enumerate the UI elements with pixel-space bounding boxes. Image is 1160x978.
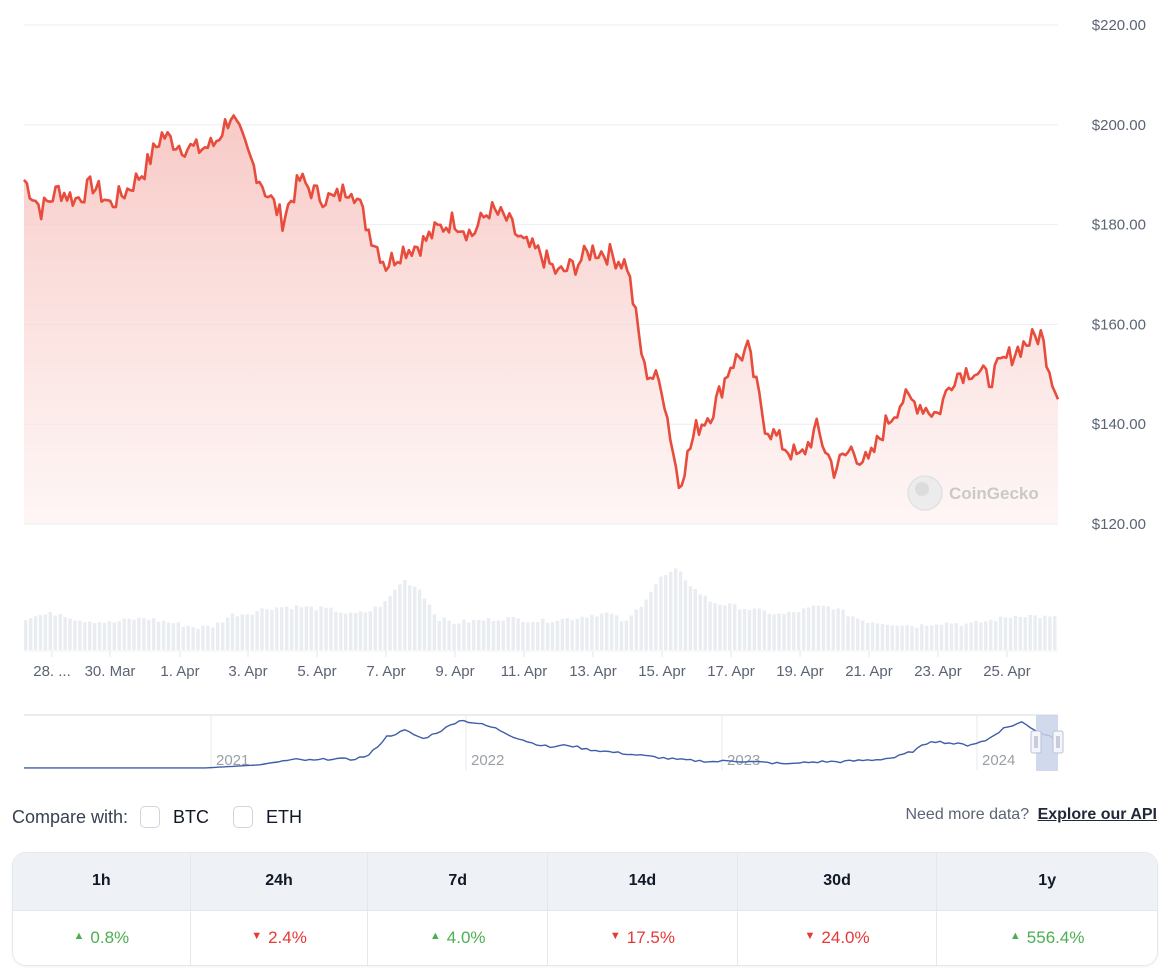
svg-text:$200.00: $200.00 (1092, 117, 1146, 134)
svg-text:25. Apr: 25. Apr (983, 663, 1031, 680)
eth-checkbox[interactable] (233, 806, 254, 828)
svg-text:$160.00: $160.00 (1092, 316, 1146, 333)
header-1h: 1h (13, 853, 191, 910)
value-24h: ▼ 2.4% (191, 910, 369, 965)
header-14d: 14d (548, 853, 738, 910)
eth-label[interactable]: ETH (266, 806, 303, 827)
svg-text:3. Apr: 3. Apr (228, 663, 267, 680)
btc-checkbox[interactable] (140, 806, 161, 828)
y-axis-labels: $220.00 $200.00 $180.00 $160.00 $140.00 $120.… (1092, 17, 1146, 533)
api-prompt: Need more data? Explore our API (905, 806, 1157, 824)
svg-text:5. Apr: 5. Apr (297, 663, 336, 680)
value-30d: ▼ 24.0% (738, 910, 938, 965)
navigator-year-gridlines: 2021 2022 2023 2024 (210, 715, 1015, 770)
compare-label: Compare with: (12, 806, 129, 827)
price-chart-svg[interactable]: $220.00 $200.00 $180.00 $160.00 $140.00 $120.… (0, 0, 1160, 790)
caret-up-icon: ▲ (73, 929, 85, 942)
caret-down-icon: ▼ (251, 929, 263, 942)
navigator-line (24, 719, 1059, 769)
value-1y: ▲ 556.4% (1009, 927, 1085, 947)
svg-text:2021: 2021 (216, 752, 249, 769)
caret-down-icon: ▼ (804, 929, 816, 942)
svg-text:9. Apr: 9. Apr (435, 663, 474, 680)
api-prompt-text: Need more data? (905, 806, 1030, 823)
coingecko-watermark: CoinGecko (907, 475, 1039, 511)
svg-text:13. Apr: 13. Apr (569, 663, 617, 680)
price-line[interactable] (23, 114, 1060, 490)
price-change-table: 1h 24h 7d 14d 30d 1y ▲ 0.8% ▼ 2.4% ▲ 4.0% ▼… (12, 852, 1158, 966)
svg-text:17. Apr: 17. Apr (707, 663, 755, 680)
volume-bars (24, 568, 1057, 650)
svg-text:28. ...: 28. ... (33, 663, 71, 680)
value-7d: ▲ 4.0% (368, 910, 549, 965)
navigator-left-handle[interactable] (1030, 730, 1042, 754)
header-30d: 30d (738, 853, 938, 910)
price-change-value-row: ▲ 0.8% ▼ 2.4% ▲ 4.0% ▼ 17.5% ▼ 24.0% ▲ 556.4% (13, 909, 1157, 965)
svg-text:21. Apr: 21. Apr (845, 663, 893, 680)
caret-up-icon: ▲ (429, 929, 441, 942)
svg-text:11. Apr: 11. Apr (501, 663, 547, 680)
svg-text:1. Apr: 1. Apr (160, 663, 199, 680)
svg-text:$140.00: $140.00 (1092, 416, 1146, 433)
price-area-fill (24, 115, 1058, 524)
caret-down-icon: ▼ (609, 929, 621, 942)
svg-text:2022: 2022 (471, 752, 504, 769)
explore-api-link[interactable]: Explore our API (1037, 806, 1157, 823)
watermark-text: CoinGecko (949, 484, 1039, 503)
svg-text:19. Apr: 19. Apr (776, 663, 824, 680)
svg-text:15. Apr: 15. Apr (638, 663, 686, 680)
navigator-selection[interactable] (1036, 715, 1058, 771)
svg-text:23. Apr: 23. Apr (914, 663, 962, 680)
svg-text:7. Apr: 7. Apr (366, 663, 405, 680)
header-7d: 7d (368, 853, 549, 910)
btc-label[interactable]: BTC (173, 806, 210, 827)
navigator-right-handle[interactable] (1052, 730, 1064, 754)
svg-text:2023: 2023 (727, 752, 760, 769)
svg-text:2024: 2024 (982, 752, 1015, 769)
x-axis-labels: 28. ... 30. Mar 1. Apr 3. Apr 5. Apr 7. Apr 9.… (33, 651, 1031, 680)
svg-text:$120.00: $120.00 (1092, 516, 1146, 533)
compare-with: Compare with: BTC ETH (12, 800, 326, 834)
svg-text:$220.00: $220.00 (1092, 17, 1146, 34)
svg-text:$180.00: $180.00 (1092, 217, 1146, 234)
svg-text:30. Mar: 30. Mar (85, 663, 136, 680)
header-24h: 24h (191, 853, 369, 910)
gecko-head-icon (915, 482, 929, 496)
price-chart[interactable]: $220.00 $200.00 $180.00 $160.00 $140.00 $120.… (0, 0, 1160, 790)
value-1h: ▲ 0.8% (13, 910, 191, 965)
caret-up-icon: ▲ (1009, 929, 1021, 942)
price-change-header-row: 1h 24h 7d 14d 30d 1y (13, 853, 1157, 910)
value-14d: ▼ 17.5% (548, 910, 738, 965)
navigator[interactable]: 2021 2022 2023 2024 (24, 714, 1064, 771)
header-1y: 1y (1038, 872, 1057, 890)
